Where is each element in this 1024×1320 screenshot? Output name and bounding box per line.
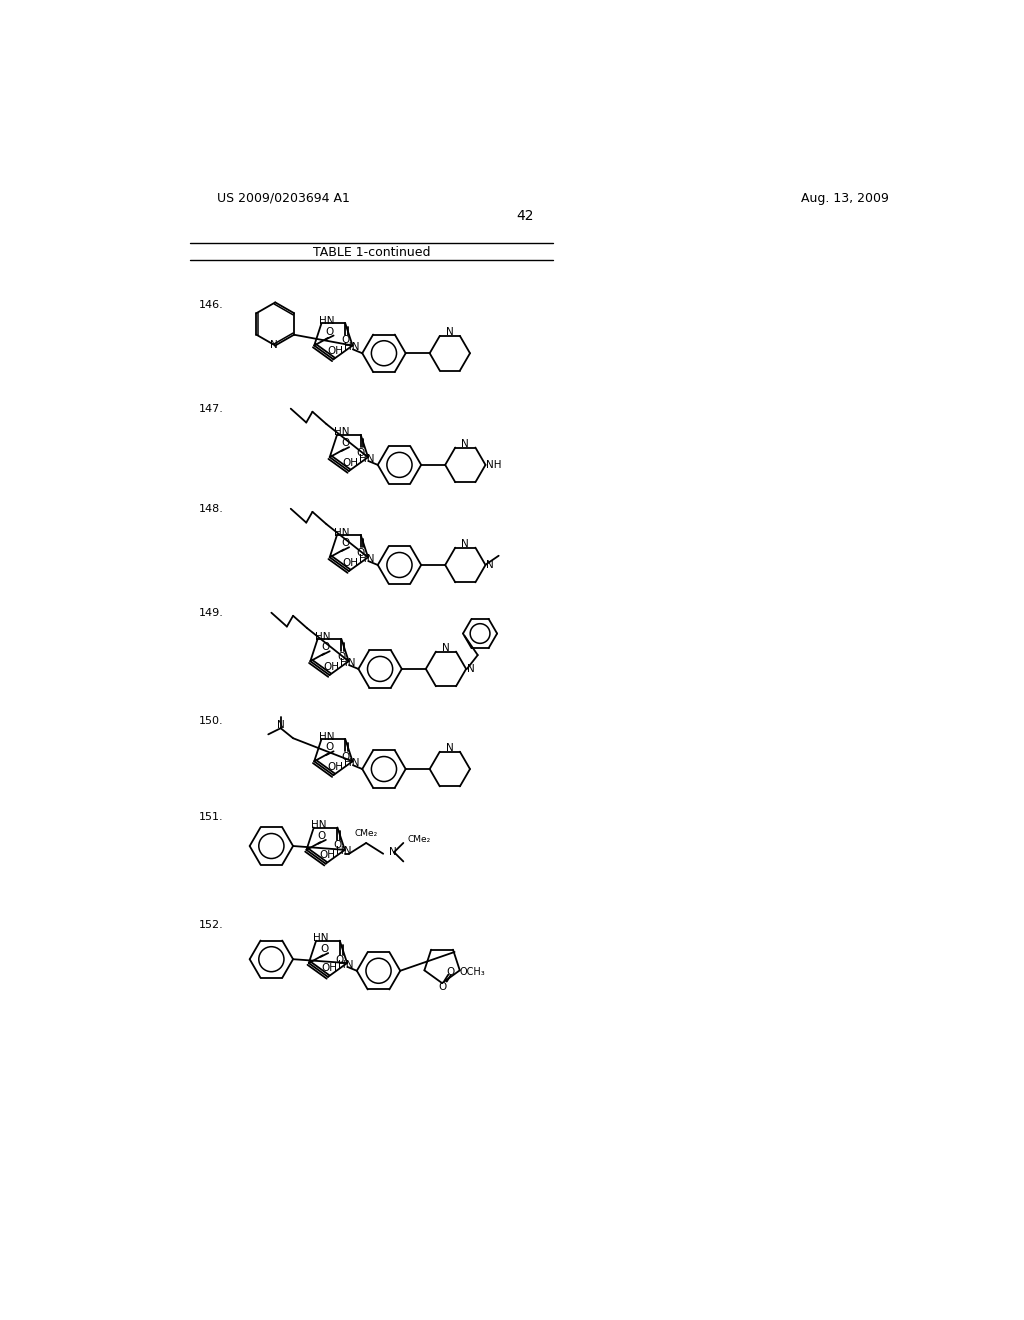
Text: OH: OH — [327, 762, 343, 772]
Text: N: N — [270, 339, 278, 350]
Text: N: N — [389, 847, 397, 857]
Text: 146.: 146. — [200, 300, 224, 310]
Text: CMe₂: CMe₂ — [354, 829, 378, 838]
Text: HN: HN — [344, 758, 359, 768]
Text: NH: NH — [486, 459, 502, 470]
Text: OH: OH — [327, 346, 343, 356]
Text: US 2009/0203694 A1: US 2009/0203694 A1 — [217, 191, 350, 205]
Text: O: O — [341, 438, 349, 449]
Text: TABLE 1-continued: TABLE 1-continued — [312, 246, 430, 259]
Text: O: O — [317, 832, 326, 841]
Text: O: O — [446, 968, 455, 977]
Text: HN: HN — [344, 342, 359, 352]
Text: O: O — [336, 954, 344, 965]
Text: N: N — [442, 643, 450, 653]
Text: 151.: 151. — [200, 812, 224, 822]
Text: HN: HN — [318, 315, 335, 326]
Text: O: O — [438, 982, 446, 993]
Text: N: N — [446, 743, 454, 754]
Text: O: O — [341, 335, 349, 345]
Text: OH: OH — [322, 964, 338, 973]
Text: O: O — [334, 841, 342, 850]
Text: 149.: 149. — [200, 607, 224, 618]
Text: OH: OH — [342, 458, 358, 467]
Text: OH: OH — [323, 661, 339, 672]
Text: HN: HN — [335, 528, 350, 537]
Text: O: O — [341, 751, 349, 762]
Text: O: O — [341, 539, 349, 548]
Text: N: N — [276, 721, 285, 730]
Text: 42: 42 — [516, 209, 534, 223]
Text: Aug. 13, 2009: Aug. 13, 2009 — [801, 191, 889, 205]
Text: OH: OH — [342, 557, 358, 568]
Text: OH: OH — [319, 850, 335, 861]
Text: N: N — [486, 560, 494, 570]
Text: HN: HN — [335, 428, 350, 437]
Text: CMe₂: CMe₂ — [408, 836, 431, 845]
Text: O: O — [321, 944, 329, 954]
Text: O: O — [356, 447, 365, 458]
Text: N: N — [467, 664, 475, 675]
Text: 150.: 150. — [200, 715, 224, 726]
Text: O: O — [326, 742, 334, 752]
Text: O: O — [322, 643, 330, 652]
Text: HN: HN — [336, 846, 351, 857]
Text: HN: HN — [311, 820, 327, 830]
Text: HN: HN — [338, 960, 353, 970]
Text: O: O — [326, 326, 334, 337]
Text: O: O — [337, 652, 345, 661]
Text: HN: HN — [315, 631, 331, 642]
Text: HN: HN — [318, 731, 335, 742]
Text: HN: HN — [359, 454, 375, 463]
Text: N: N — [446, 327, 454, 338]
Text: 152.: 152. — [200, 920, 224, 929]
Text: N: N — [462, 539, 469, 549]
Text: 148.: 148. — [200, 504, 224, 513]
Text: N: N — [462, 440, 469, 449]
Text: OCH₃: OCH₃ — [459, 968, 485, 977]
Text: O: O — [356, 548, 365, 557]
Text: HN: HN — [313, 933, 329, 944]
Text: HN: HN — [340, 657, 355, 668]
Text: HN: HN — [359, 554, 375, 564]
Text: 147.: 147. — [200, 404, 224, 413]
